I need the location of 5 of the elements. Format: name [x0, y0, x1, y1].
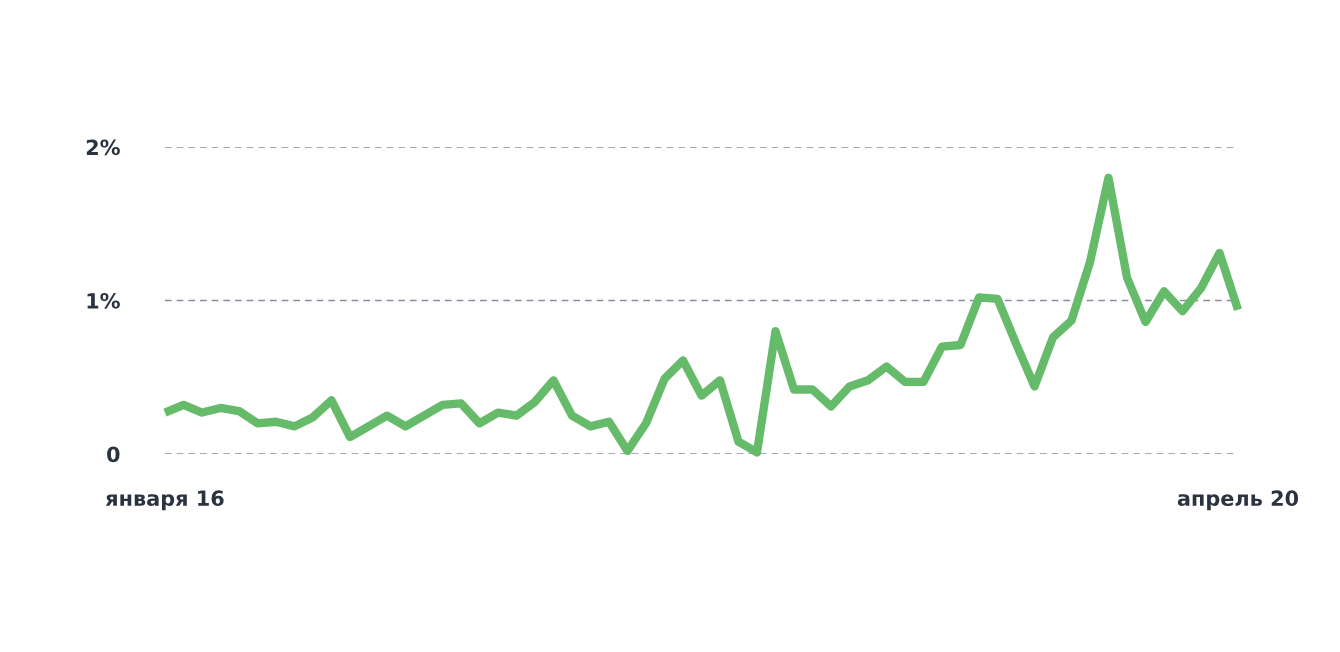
y-tick-label: 1%: [87, 292, 120, 309]
y-tick-label: 2%: [86, 139, 120, 156]
x-tick-label: апрель 20: [1177, 490, 1299, 511]
y-tick-label: 0: [107, 446, 120, 463]
x-tick-label: января 16: [105, 490, 224, 511]
